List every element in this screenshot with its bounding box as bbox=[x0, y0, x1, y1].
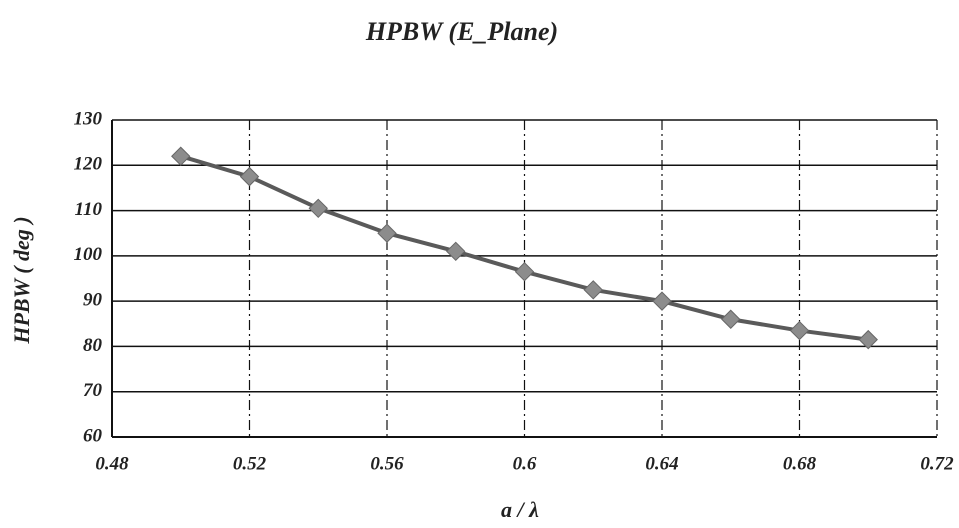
y-tick-label: 80 bbox=[83, 335, 103, 356]
y-axis-title: HPBW ( deg ) bbox=[9, 216, 34, 344]
data-marker bbox=[172, 147, 190, 165]
data-marker bbox=[516, 263, 534, 281]
data-marker bbox=[378, 224, 396, 242]
x-tick-label: 0.68 bbox=[783, 453, 817, 474]
x-tick-label: 0.64 bbox=[645, 453, 678, 474]
y-tick-label: 130 bbox=[74, 108, 103, 129]
y-tick-label: 120 bbox=[74, 154, 103, 175]
data-marker bbox=[653, 292, 671, 310]
x-tick-label: 0.48 bbox=[95, 453, 129, 474]
data-marker bbox=[447, 242, 465, 260]
data-marker bbox=[309, 199, 327, 217]
x-tick-label: 0.52 bbox=[233, 453, 267, 474]
y-tick-label: 60 bbox=[83, 425, 103, 446]
y-tick-label: 100 bbox=[74, 244, 103, 265]
y-tick-label: 70 bbox=[83, 380, 103, 401]
x-tick-label: 0.6 bbox=[513, 453, 537, 474]
x-tick-label: 0.72 bbox=[920, 453, 954, 474]
x-tick-label: 0.56 bbox=[370, 453, 404, 474]
data-marker bbox=[791, 322, 809, 340]
data-marker bbox=[241, 168, 259, 186]
chart: HPBW (E_Plane) HPBW ( deg ) a / λ 60 70 80… bbox=[0, 0, 959, 528]
x-axis-title: a / λ bbox=[501, 497, 539, 522]
y-tick-label: 90 bbox=[83, 290, 103, 311]
y-tick-label: 110 bbox=[75, 199, 103, 220]
data-marker bbox=[584, 281, 602, 299]
data-marker bbox=[722, 310, 740, 328]
chart-title: HPBW (E_Plane) bbox=[365, 17, 558, 46]
